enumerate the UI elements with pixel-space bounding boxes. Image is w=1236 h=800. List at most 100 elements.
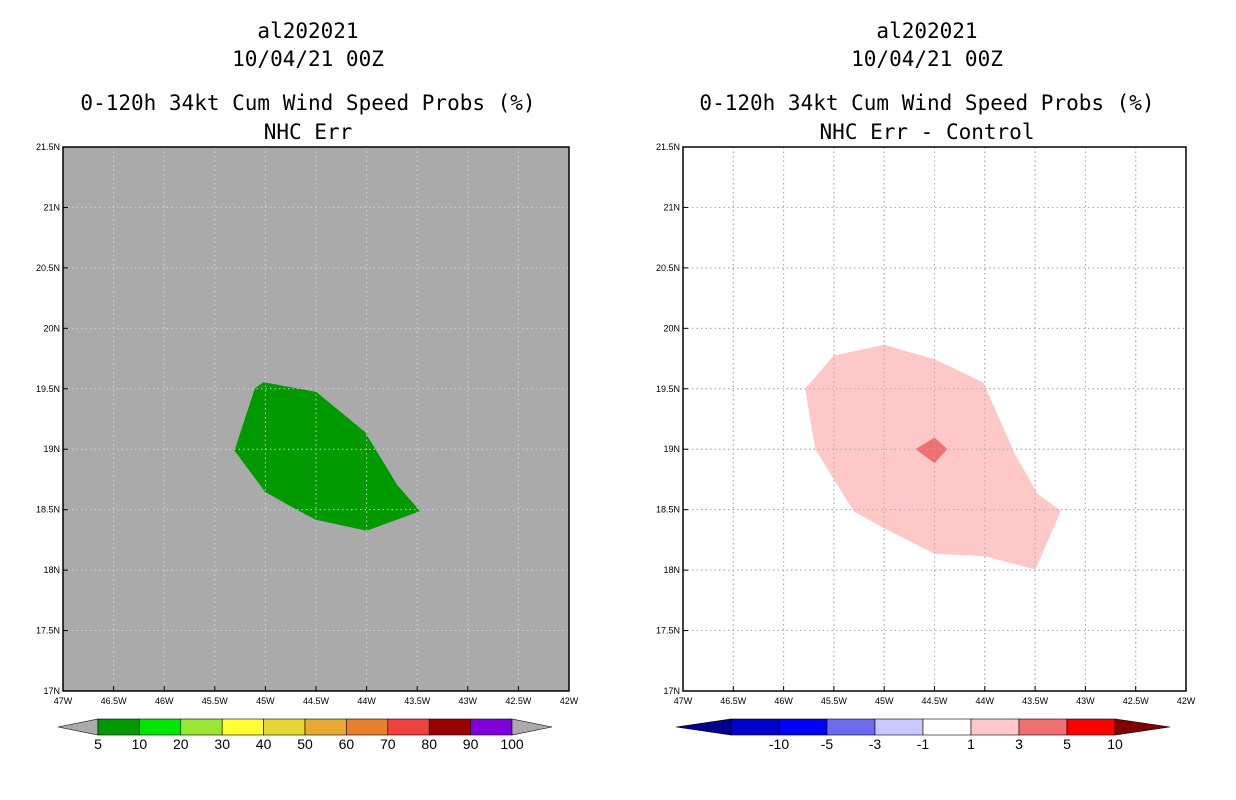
colorbar-label: 70: [380, 736, 396, 752]
colorbar-segment: [221, 718, 264, 736]
colorbar-segment: [180, 718, 223, 736]
x-tick-label: 42.5W: [1123, 696, 1150, 706]
x-tick-label: 42.5W: [505, 696, 532, 706]
colorbar-label: -1: [917, 736, 930, 752]
colorbar-label: 20: [173, 736, 189, 752]
y-tick-label: 17.5N: [36, 626, 60, 636]
x-tick-label: 46.5W: [101, 696, 128, 706]
x-tick-label: 43.5W: [404, 696, 431, 706]
y-tick-label: 19N: [663, 444, 680, 454]
y-tick-label: 17N: [43, 686, 60, 696]
colorbar-segment: [470, 718, 513, 736]
y-tick-label: 19N: [43, 444, 60, 454]
colorbar-label: 5: [94, 736, 102, 752]
colorbar-label: 5: [1063, 736, 1071, 752]
panel2-axis-ticks: 47W 46.5W 46W 45.5W 45W 44.5W 44W 43.5W 43W 42.5W…: [656, 142, 1196, 706]
panel1-date: 10/04/21 00Z: [232, 47, 384, 71]
x-tick-label: 46W: [774, 696, 793, 706]
x-tick-label: 42W: [560, 696, 579, 706]
colorbar-label: 1: [967, 736, 975, 752]
panel2-title: 0-120h 34kt Cum Wind Speed Probs (%): [699, 91, 1154, 115]
x-tick-label: 43.5W: [1022, 696, 1049, 706]
y-tick-label: 18.5N: [36, 505, 60, 515]
colorbar-segment: [304, 718, 347, 736]
x-tick-label: 43W: [1076, 696, 1095, 706]
panel2-contours: [683, 147, 1186, 691]
y-tick-label: 20N: [663, 323, 680, 333]
panel2-storm-id: al202021: [876, 19, 977, 43]
panel1-contours: [63, 147, 569, 691]
contour-region-3-5: [915, 437, 948, 464]
colorbar-right-triangle: [511, 718, 553, 736]
x-tick-label: 45W: [875, 696, 894, 706]
colorbar-segment: [874, 718, 924, 736]
colorbar-label: -5: [821, 736, 834, 752]
colorbar-label: 80: [421, 736, 437, 752]
colorbar-label: 30: [214, 736, 230, 752]
colorbar-segment: [387, 718, 430, 736]
panel1-colorbar: 5 10 20 30 40 50 60 70 80 90 100: [57, 718, 553, 752]
colorbar-label: 60: [339, 736, 355, 752]
colorbar-left-triangle: [675, 718, 732, 736]
colorbar-label: 3: [1015, 736, 1023, 752]
x-tick-label: 43W: [459, 696, 478, 706]
x-tick-label: 47W: [54, 696, 73, 706]
x-tick-label: 42W: [1177, 696, 1196, 706]
y-tick-label: 20.5N: [656, 263, 680, 273]
colorbar-segment: [970, 718, 1020, 736]
colorbar-segment: [778, 718, 828, 736]
panel2-subtitle: NHC Err - Control: [820, 120, 1035, 144]
x-tick-label: 44W: [976, 696, 995, 706]
x-tick-label: 45W: [256, 696, 275, 706]
colorbar-segment: [730, 718, 780, 736]
x-tick-label: 44W: [357, 696, 376, 706]
y-tick-label: 21.5N: [656, 142, 680, 152]
x-tick-label: 46W: [155, 696, 174, 706]
colorbar-label: 100: [500, 736, 524, 752]
colorbar-right-triangle: [1114, 718, 1171, 736]
colorbar-label: 10: [1107, 736, 1123, 752]
panel-nhc-err-minus-control: al202021 10/04/21 00Z 0-120h 34kt Cum Wi…: [656, 19, 1196, 752]
x-tick-label: 44.5W: [921, 696, 948, 706]
colorbar-label: 50: [297, 736, 313, 752]
colorbar-label: 40: [256, 736, 272, 752]
y-tick-label: 21.5N: [36, 142, 60, 152]
x-tick-label: 45.5W: [202, 696, 229, 706]
panel1-axis-ticks: 47W 46.5W 46W 45.5W 45W 44.5W 44W 43.5W 43W 42.5W…: [36, 142, 579, 706]
colorbar-segment: [922, 718, 972, 736]
colorbar-label: -10: [769, 736, 789, 752]
y-tick-label: 17N: [663, 686, 680, 696]
x-tick-label: 47W: [674, 696, 693, 706]
x-tick-label: 45.5W: [821, 696, 848, 706]
colorbar-segment: [826, 718, 876, 736]
y-tick-label: 20.5N: [36, 263, 60, 273]
contour-region-5-10: [234, 382, 421, 531]
y-tick-label: 21N: [663, 202, 680, 212]
colorbar-segment: [1018, 718, 1068, 736]
panel-nhc-err: al202021 10/04/21 00Z 0-120h 34kt Cum Wi…: [36, 19, 579, 752]
y-tick-label: 18N: [663, 565, 680, 575]
y-tick-label: 21N: [43, 202, 60, 212]
y-tick-label: 20N: [43, 323, 60, 333]
y-tick-label: 19.5N: [36, 384, 60, 394]
colorbar-segment: [139, 718, 182, 736]
y-tick-label: 19.5N: [656, 384, 680, 394]
colorbar-left-triangle: [57, 718, 99, 736]
panel1-title: 0-120h 34kt Cum Wind Speed Probs (%): [80, 91, 535, 115]
y-tick-label: 18.5N: [656, 505, 680, 515]
x-tick-label: 46.5W: [720, 696, 747, 706]
colorbar-segment: [263, 718, 306, 736]
colorbar-segment: [428, 718, 471, 736]
y-tick-label: 18N: [43, 565, 60, 575]
panel2-colorbar: -10 -5 -3 -1 1 3 5 10: [675, 718, 1171, 752]
colorbar-segment: [97, 718, 140, 736]
y-tick-label: 17.5N: [656, 626, 680, 636]
panel2-date: 10/04/21 00Z: [851, 47, 1003, 71]
colorbar-label: 10: [132, 736, 148, 752]
colorbar-label: 90: [463, 736, 479, 752]
panel1-subtitle: NHC Err: [264, 120, 353, 144]
colorbar-segment: [1066, 718, 1116, 736]
panel1-storm-id: al202021: [257, 19, 358, 43]
colorbar-segment: [346, 718, 389, 736]
